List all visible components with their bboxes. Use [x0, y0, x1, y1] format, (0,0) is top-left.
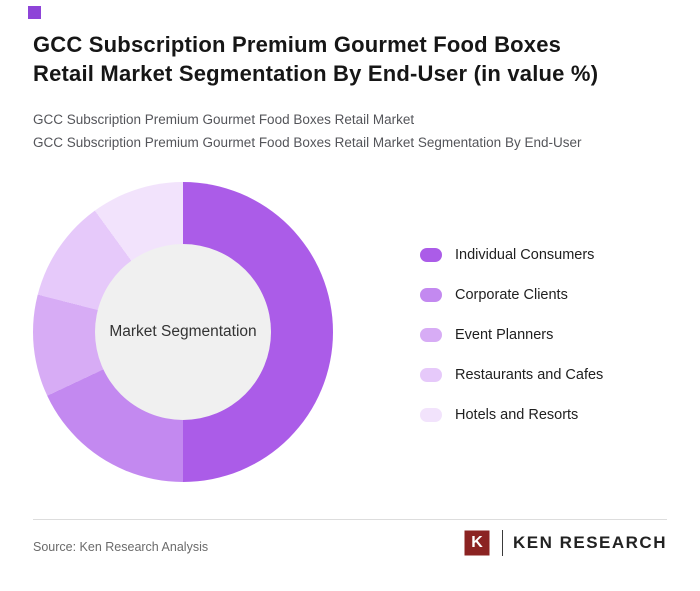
donut-chart: Market Segmentation — [33, 182, 333, 482]
chart-legend: Individual Consumers Corporate Clients Eve… — [420, 247, 603, 423]
source-text: Source: Ken Research Analysis — [33, 540, 209, 554]
footer-divider — [33, 519, 667, 520]
page-title-line-2: Retail Market Segmentation By End-User (… — [33, 61, 599, 86]
ken-research-logo: K KEN RESEARCH — [461, 528, 667, 558]
donut-center-label: Market Segmentation — [109, 323, 257, 340]
legend-item: Corporate Clients — [420, 287, 603, 303]
logo-mark-letter: K — [471, 534, 483, 551]
donut-center: Market Segmentation — [95, 244, 271, 420]
legend-label: Event Planners — [455, 327, 554, 343]
legend-swatch — [420, 288, 442, 302]
legend-swatch — [420, 248, 442, 262]
legend-label: Restaurants and Cafes — [455, 367, 604, 383]
page-title-line-1: GCC Subscription Premium Gourmet Food Bo… — [33, 32, 562, 57]
legend-swatch — [420, 368, 442, 382]
legend-swatch — [420, 408, 442, 422]
legend-swatch — [420, 328, 442, 342]
logo-divider — [501, 530, 503, 556]
legend-label: Individual Consumers — [455, 247, 595, 263]
logo-brand-text: KEN RESEARCH — [512, 533, 667, 552]
legend-label: Hotels and Resorts — [455, 407, 579, 423]
legend-item: Hotels and Resorts — [420, 407, 603, 423]
accent-square — [28, 6, 41, 19]
subtitle-segmentation: GCC Subscription Premium Gourmet Food Bo… — [33, 135, 582, 150]
legend-item: Event Planners — [420, 327, 603, 343]
legend-item: Individual Consumers — [420, 247, 603, 263]
legend-label: Corporate Clients — [455, 287, 568, 303]
page-title: GCC Subscription Premium Gourmet Food Bo… — [33, 30, 673, 88]
subtitle-market: GCC Subscription Premium Gourmet Food Bo… — [33, 112, 415, 127]
legend-item: Restaurants and Cafes — [420, 367, 603, 383]
ken-research-logo-mark: K — [461, 528, 492, 558]
